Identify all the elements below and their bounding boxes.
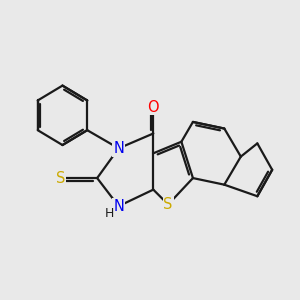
Text: O: O xyxy=(148,100,159,115)
Text: S: S xyxy=(56,171,65,186)
Text: H: H xyxy=(105,207,114,220)
Text: S: S xyxy=(164,197,173,212)
Text: N: N xyxy=(113,199,124,214)
Text: N: N xyxy=(113,141,124,156)
